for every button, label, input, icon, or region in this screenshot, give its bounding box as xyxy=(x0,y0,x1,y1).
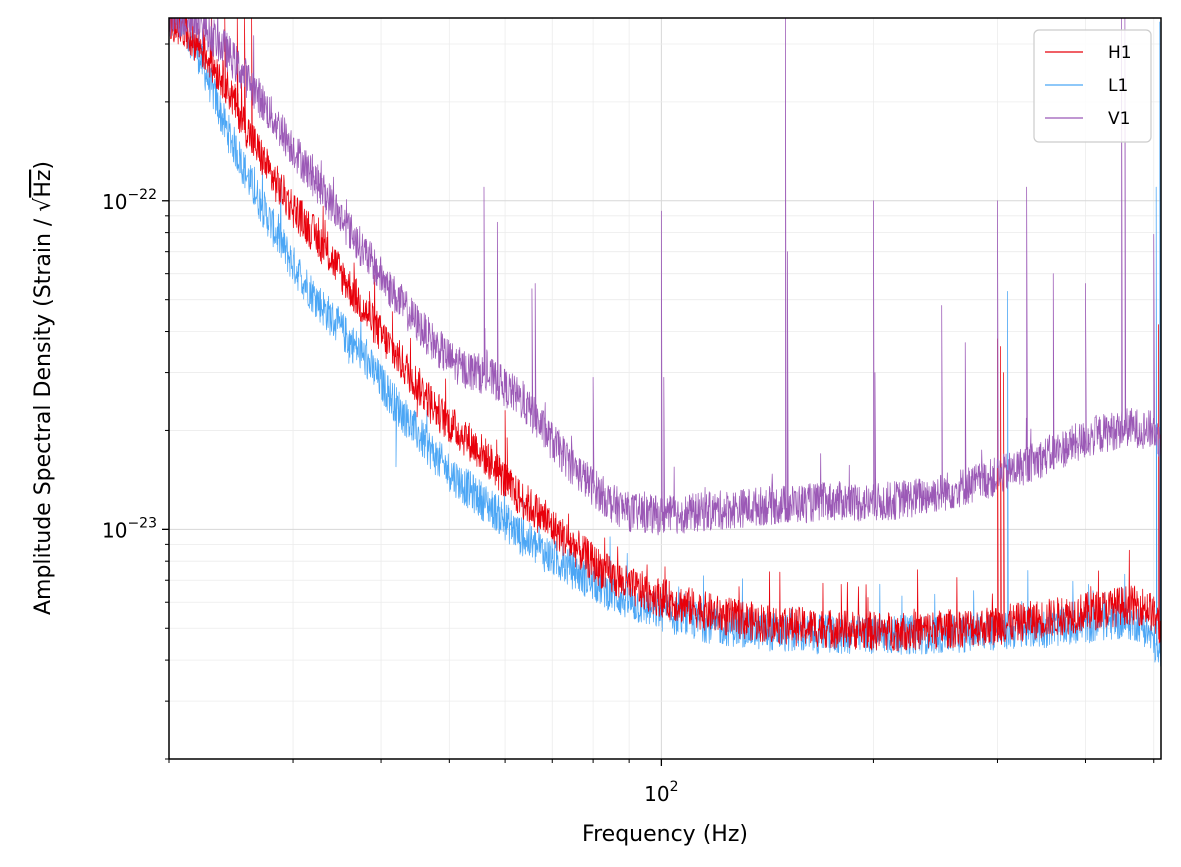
series-line-v1 xyxy=(169,18,1161,536)
x-tick-label-exponent: 2 xyxy=(670,779,679,795)
legend-label-l1: L1 xyxy=(1108,76,1128,96)
y-axis-label-suffix: ) xyxy=(31,161,56,170)
plot-area xyxy=(169,18,1161,759)
series-line-l1 xyxy=(169,18,1161,667)
y-axis-label: Amplitude Spectral Density (Strain / √Hz… xyxy=(31,161,56,615)
series-line-h1 xyxy=(169,18,1161,655)
series-layer xyxy=(169,18,1161,667)
y-tick-label-exponent: −22 xyxy=(127,187,157,203)
x-axis-label: Frequency (Hz) xyxy=(582,822,748,847)
y-tick-label-base: 10 xyxy=(102,190,127,214)
legend-label-v1: V1 xyxy=(1108,109,1130,129)
y-axis-label-radical: √ xyxy=(31,197,56,212)
y-tick-label: 10−23 xyxy=(102,515,157,542)
legend: H1 L1 V1 xyxy=(1033,29,1152,143)
y-tick-label: 10−22 xyxy=(102,187,157,214)
plot-frame xyxy=(168,17,1162,760)
y-axis-label-radicand: Hz xyxy=(31,170,56,198)
y-axis-label-prefix: Amplitude Spectral Density (Strain / xyxy=(31,212,56,615)
y-tick-label-exponent: −23 xyxy=(127,515,157,531)
legend-items: H1 L1 V1 xyxy=(1045,43,1132,129)
axis-ticks xyxy=(162,43,1155,766)
y-tick-label-base: 10 xyxy=(102,518,127,542)
x-tick-label-base: 10 xyxy=(644,782,669,806)
legend-label-h1: H1 xyxy=(1108,43,1132,63)
legend-box xyxy=(1033,29,1152,143)
x-tick-label: 102 xyxy=(644,779,678,806)
